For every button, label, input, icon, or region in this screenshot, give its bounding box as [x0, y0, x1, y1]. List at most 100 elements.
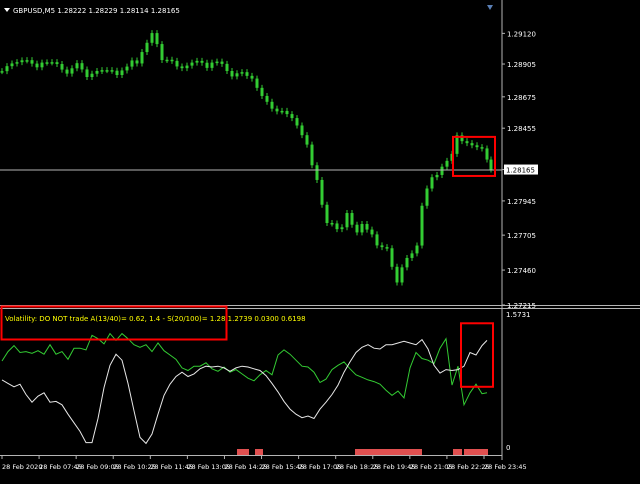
price-candle — [400, 267, 404, 283]
highlight-box-indicator — [460, 322, 494, 388]
price-candle — [135, 60, 139, 64]
time-label: 28 Feb 23:45 — [484, 463, 527, 471]
price-scale[interactable]: 1.29120 1.28905 1.28675 1.28455 1.27945 1.277… — [502, 30, 536, 310]
price-candle — [180, 66, 184, 69]
price-candle — [155, 33, 159, 45]
price-tick-label: 1.27460 — [507, 267, 536, 275]
signal-bars — [237, 449, 488, 455]
price-candle — [335, 223, 339, 230]
price-candle — [430, 177, 434, 189]
price-candle — [65, 69, 69, 74]
signal-bar — [237, 449, 249, 455]
price-candle — [195, 60, 199, 63]
price-candle — [210, 62, 214, 68]
price-candle — [30, 60, 34, 64]
price-candle — [465, 141, 469, 144]
price-candle — [35, 63, 39, 68]
price-candle — [280, 110, 284, 113]
price-candle — [5, 66, 9, 72]
indicator-line-green — [1, 332, 488, 407]
time-label: 28 Feb 17:05 — [299, 463, 342, 471]
price-candle — [410, 253, 414, 258]
indicator-chart[interactable] — [1, 332, 488, 445]
time-label: 28 Feb 10:25 — [113, 463, 156, 471]
price-candle — [415, 245, 419, 254]
price-candle — [445, 160, 449, 167]
signal-bar — [464, 449, 488, 455]
price-candle — [460, 135, 464, 142]
price-candle — [140, 52, 144, 64]
price-candle — [275, 108, 279, 112]
price-candle — [455, 135, 459, 154]
price-candle — [345, 213, 349, 228]
price-candle — [355, 224, 359, 233]
time-label: 28 Feb 07:45 — [39, 463, 82, 471]
signal-bar — [255, 449, 263, 455]
price-candle — [160, 44, 164, 61]
price-candle — [145, 42, 149, 53]
price-candle — [105, 70, 109, 72]
price-tick-label: 1.28455 — [507, 125, 536, 133]
price-candle — [395, 266, 399, 283]
price-candle — [60, 64, 64, 70]
price-candle — [230, 71, 234, 77]
price-candle — [340, 227, 344, 230]
price-candle — [405, 257, 409, 268]
triangle-down-icon[interactable] — [487, 5, 493, 10]
current-price-label-box — [504, 164, 538, 175]
price-candle — [305, 135, 309, 145]
price-candle — [175, 60, 179, 67]
time-label: 28 Feb 22:25 — [447, 463, 490, 471]
price-candle — [70, 68, 74, 74]
price-candle — [50, 62, 54, 64]
price-candle — [435, 174, 439, 178]
price-candle — [170, 59, 174, 62]
indicator-scale-min: 0 — [506, 444, 510, 452]
price-chart[interactable] — [0, 30, 493, 286]
price-candle — [265, 95, 269, 102]
price-candle — [80, 63, 84, 70]
price-candle — [165, 59, 169, 62]
price-tick-label: 1.27215 — [507, 302, 536, 310]
price-candle — [360, 224, 364, 233]
price-candle — [310, 144, 314, 166]
time-label: 28 Feb 13:05 — [187, 463, 230, 471]
price-candle — [380, 245, 384, 248]
price-candle — [100, 70, 104, 72]
price-candle — [200, 60, 204, 63]
price-candle — [110, 70, 114, 72]
price-candle — [325, 204, 329, 224]
price-candle — [125, 66, 129, 71]
price-candle — [45, 62, 49, 64]
price-tick-label: 1.27945 — [507, 198, 536, 206]
price-candle — [90, 73, 94, 78]
price-candle — [440, 166, 444, 175]
axes-layer — [0, 0, 640, 460]
price-candle — [475, 145, 479, 148]
price-candle — [260, 87, 264, 96]
indicator-label-highlight — [0, 305, 228, 341]
price-candle — [425, 188, 429, 206]
price-candle — [40, 62, 44, 68]
price-candle — [370, 229, 374, 235]
price-candle — [75, 63, 79, 69]
price-candle — [190, 62, 194, 66]
price-candle — [300, 125, 304, 136]
price-candle — [235, 73, 239, 77]
price-candle — [55, 62, 59, 65]
price-candle — [85, 69, 89, 78]
triangle-down-icon[interactable] — [4, 8, 10, 12]
signal-bar — [355, 449, 422, 455]
price-candle — [480, 147, 484, 149]
indicator-scale-max: 1.5731 — [506, 311, 531, 319]
price-candle — [350, 213, 354, 225]
price-candle — [215, 61, 219, 64]
price-candle — [255, 78, 259, 88]
indicator-label: Volatility: DO NOT trade A(13/40)= 0.62,… — [5, 315, 306, 323]
price-candle — [225, 63, 229, 72]
price-tick-label: 1.27705 — [507, 232, 536, 240]
price-candle — [375, 234, 379, 246]
